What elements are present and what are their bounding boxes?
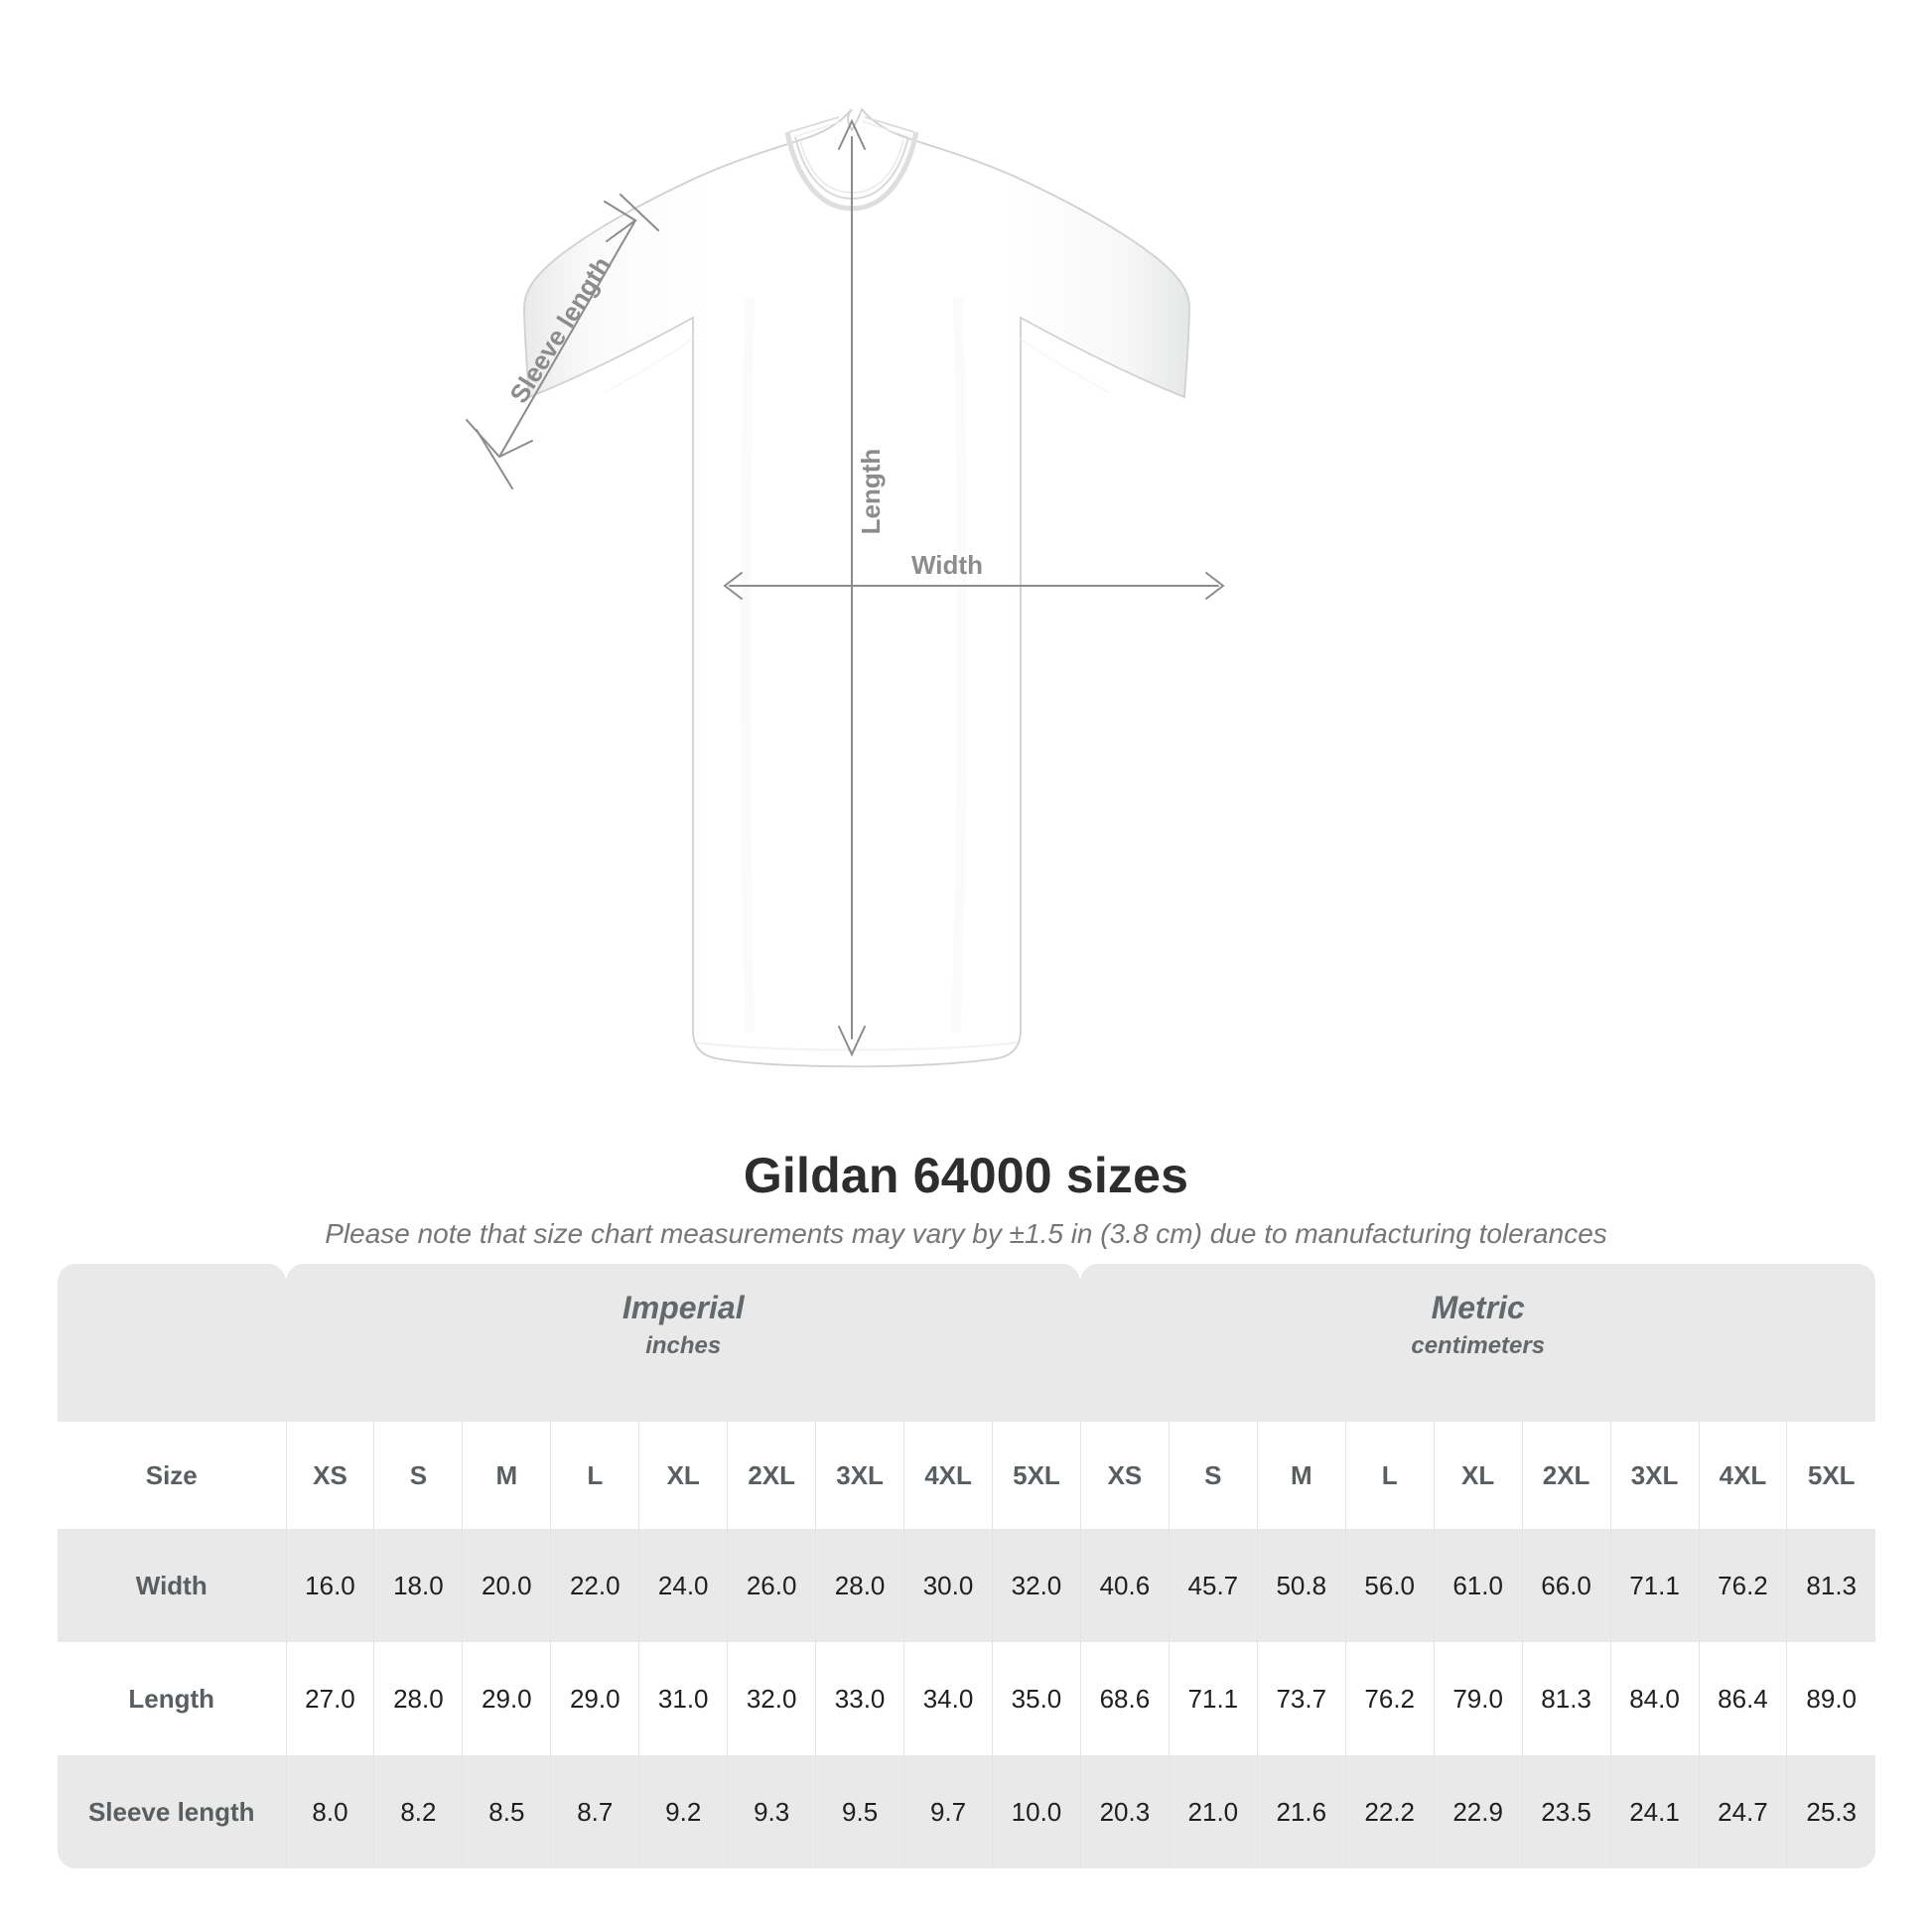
svg-text:Width: Width xyxy=(911,550,983,580)
svg-text:Length: Length xyxy=(856,449,886,535)
